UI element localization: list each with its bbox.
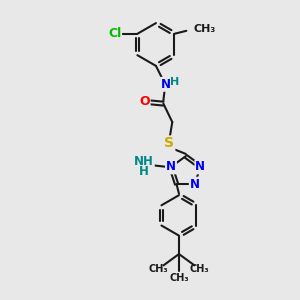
Text: CH₃: CH₃: [190, 264, 210, 274]
Text: N: N: [160, 78, 170, 91]
Text: O: O: [139, 95, 150, 108]
Text: N: N: [166, 160, 176, 173]
Text: N: N: [190, 178, 200, 191]
Text: Cl: Cl: [108, 27, 121, 40]
Text: H: H: [139, 165, 149, 178]
Text: NH: NH: [134, 155, 154, 168]
Text: N: N: [195, 160, 206, 173]
Text: CH₃: CH₃: [148, 264, 168, 274]
Text: CH₃: CH₃: [169, 273, 189, 283]
Text: S: S: [164, 136, 174, 151]
Text: H: H: [170, 77, 179, 87]
Text: CH₃: CH₃: [194, 24, 216, 34]
